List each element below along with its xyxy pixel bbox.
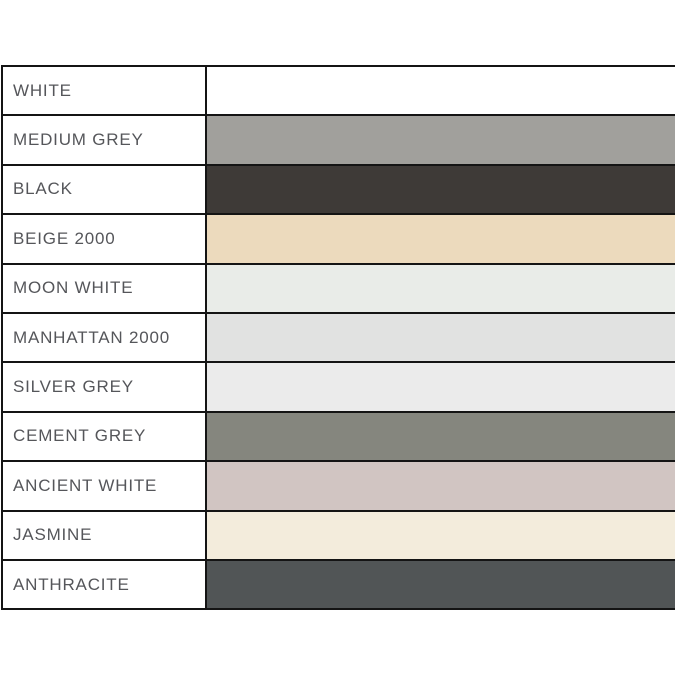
color-name-cell: BLACK <box>1 165 207 214</box>
color-name-cell: ANTHRACITE <box>1 560 207 609</box>
color-name-cell: MEDIUM GREY <box>1 116 207 164</box>
color-row: BLACK <box>1 165 675 216</box>
color-name-cell: BEIGE 2000 <box>1 215 207 263</box>
color-swatch <box>207 462 675 510</box>
color-row: ANCIENT WHITE <box>1 462 675 512</box>
color-name-label: JASMINE <box>13 525 93 545</box>
color-row: MANHATTAN 2000 <box>1 313 675 364</box>
color-swatch <box>207 67 675 115</box>
color-name-label: MEDIUM GREY <box>13 130 144 150</box>
color-swatch <box>207 560 675 609</box>
color-swatch <box>207 165 675 214</box>
color-row: WHITE <box>1 67 675 117</box>
color-swatch <box>207 412 675 461</box>
color-row: JASMINE <box>1 511 675 561</box>
color-name-cell: JASMINE <box>1 511 207 559</box>
color-row: SILVER GREY <box>1 363 675 413</box>
color-name-label: SILVER GREY <box>13 377 134 397</box>
color-name-label: BEIGE 2000 <box>13 228 116 248</box>
color-name-label: CEMENT GREY <box>13 426 147 446</box>
color-name-label: MANHATTAN 2000 <box>13 327 170 347</box>
color-name-cell: CEMENT GREY <box>1 412 207 461</box>
color-name-label: ANCIENT WHITE <box>13 475 158 495</box>
color-row: BEIGE 2000 <box>1 215 675 265</box>
color-name-label: WHITE <box>13 80 72 100</box>
color-swatch <box>207 363 675 411</box>
color-name-label: MOON WHITE <box>13 278 134 298</box>
color-name-cell: WHITE <box>1 67 207 115</box>
color-row: ANTHRACITE <box>1 560 675 611</box>
color-row: MEDIUM GREY <box>1 116 675 166</box>
color-swatch <box>207 264 675 312</box>
color-name-cell: MOON WHITE <box>1 264 207 312</box>
color-name-label: BLACK <box>13 179 73 199</box>
palette-table: WHITE MEDIUM GREY BLACK BEIGE 2000 MOON … <box>1 65 675 611</box>
color-name-cell: MANHATTAN 2000 <box>1 313 207 362</box>
color-name-label: ANTHRACITE <box>13 574 130 594</box>
color-swatch <box>207 215 675 263</box>
color-row: CEMENT GREY <box>1 412 675 463</box>
color-name-cell: ANCIENT WHITE <box>1 462 207 510</box>
color-swatch <box>207 116 675 164</box>
color-swatch <box>207 313 675 362</box>
color-row: MOON WHITE <box>1 264 675 314</box>
color-swatch <box>207 511 675 559</box>
color-name-cell: SILVER GREY <box>1 363 207 411</box>
